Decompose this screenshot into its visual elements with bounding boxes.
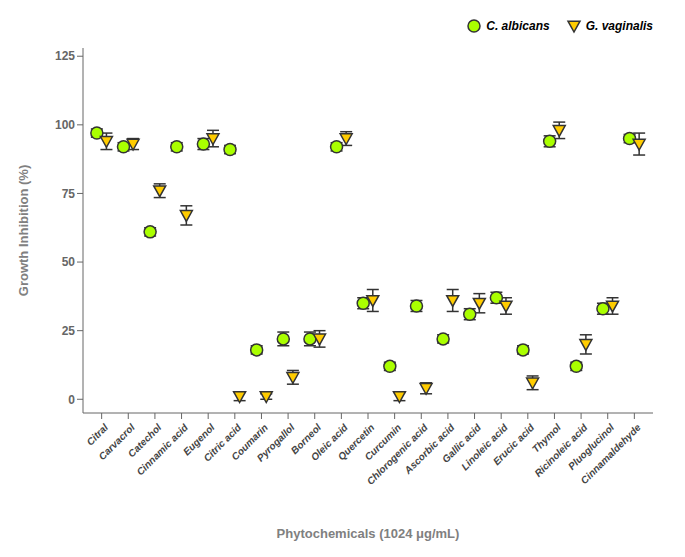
svg-text:Carvacrol: Carvacrol	[96, 421, 137, 463]
svg-text:Citric acid: Citric acid	[201, 421, 244, 464]
svg-text:Cinnamaldehyde: Cinnamaldehyde	[578, 421, 643, 486]
svg-text:100: 100	[55, 118, 75, 132]
svg-text:Cinnamic acid: Cinnamic acid	[134, 421, 190, 478]
svg-text:Thymol: Thymol	[530, 421, 563, 455]
svg-text:0: 0	[68, 393, 75, 407]
svg-text:Quercetin: Quercetin	[335, 421, 377, 463]
svg-text:Phytochemicals (1024 μg/mL): Phytochemicals (1024 μg/mL)	[277, 526, 460, 541]
svg-text:Gallic acid: Gallic acid	[439, 421, 483, 465]
svg-text:Ricinoleic acid: Ricinoleic acid	[532, 421, 590, 479]
html-text:C. albicans: C. albicans	[486, 19, 550, 33]
svg-text:Borneol: Borneol	[288, 421, 324, 457]
svg-text:Growth Inhibition (%): Growth Inhibition (%)	[16, 165, 31, 296]
svg-text:50: 50	[62, 255, 76, 269]
svg-text:Ascorbic acid: Ascorbic acid	[402, 421, 457, 476]
svg-text:Linoleic acid: Linoleic acid	[459, 421, 510, 473]
html-text:G. vaginalis: G. vaginalis	[585, 19, 653, 33]
svg-text:Erucic acid: Erucic acid	[491, 421, 537, 467]
svg-text:Curcumin: Curcumin	[362, 421, 404, 463]
svg-text:Citral: Citral	[84, 421, 111, 448]
svg-text:Pluoglucinol: Pluoglucinol	[566, 421, 617, 472]
svg-text:Oleic acid: Oleic acid	[308, 421, 350, 463]
svg-text:Pyrogallol: Pyrogallol	[255, 422, 297, 464]
svg-text:Catechol: Catechol	[125, 421, 164, 460]
svg-text:Eugenol: Eugenol	[181, 421, 217, 458]
svg-text:75: 75	[62, 187, 76, 201]
svg-text:125: 125	[55, 49, 75, 63]
svg-text:Chlorogenic acid: Chlorogenic acid	[364, 421, 430, 487]
svg-text:Coumarin: Coumarin	[229, 421, 270, 463]
svg-text:25: 25	[62, 324, 76, 338]
